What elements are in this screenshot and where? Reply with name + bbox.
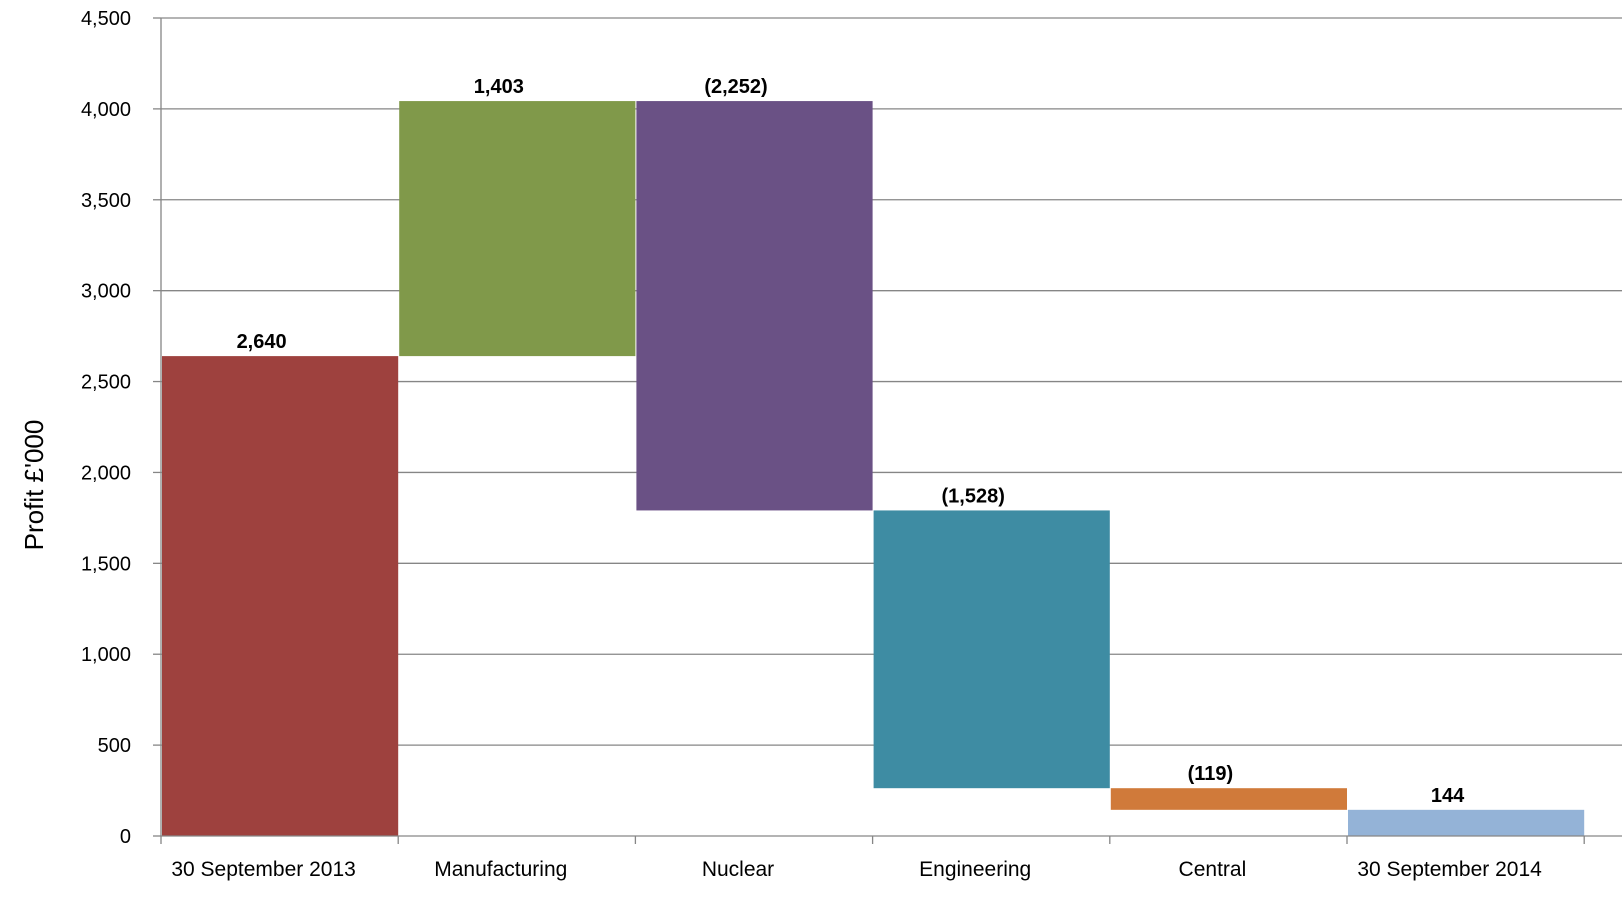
bar — [1110, 788, 1347, 810]
y-tick-label: 4,500 — [81, 8, 131, 30]
y-tick-label: 500 — [98, 735, 131, 757]
data-label: (2,252) — [704, 76, 767, 98]
x-category-label: Central — [1179, 858, 1247, 881]
y-tick-label: 3,500 — [81, 190, 131, 212]
x-category-label: Manufacturing — [434, 858, 567, 881]
data-label: 144 — [1431, 785, 1465, 807]
y-tick-label: 2,500 — [81, 372, 131, 394]
y-tick-label: 1,500 — [81, 553, 131, 575]
y-tick-label: 0 — [120, 826, 131, 848]
y-tick-label: 3,000 — [81, 281, 131, 303]
y-tick-label: 1,000 — [81, 644, 131, 666]
x-category-label: Nuclear — [702, 858, 774, 881]
bar — [399, 101, 636, 357]
bar — [636, 101, 873, 511]
data-label: 2,640 — [237, 331, 287, 353]
labels: 0 500 1,000 1,500 2,000 2,500 3,000 3,500 4,000 4… — [81, 8, 1542, 881]
x-category-label: 30 September 2013 — [171, 858, 355, 881]
y-tick-label: 2,000 — [81, 462, 131, 484]
bar — [1348, 809, 1585, 836]
bar — [873, 510, 1110, 789]
x-category-label: 30 September 2014 — [1357, 858, 1542, 881]
bars — [162, 101, 1585, 836]
x-category-label: Engineering — [919, 858, 1031, 881]
data-label: (1,528) — [942, 485, 1005, 507]
y-tick-label: 4,000 — [81, 99, 131, 121]
data-label: 1,403 — [474, 76, 524, 98]
axes — [153, 17, 1622, 844]
bar — [162, 356, 399, 836]
data-label: (119) — [1188, 763, 1234, 785]
y-axis-title: Profit £'000 — [19, 420, 49, 551]
